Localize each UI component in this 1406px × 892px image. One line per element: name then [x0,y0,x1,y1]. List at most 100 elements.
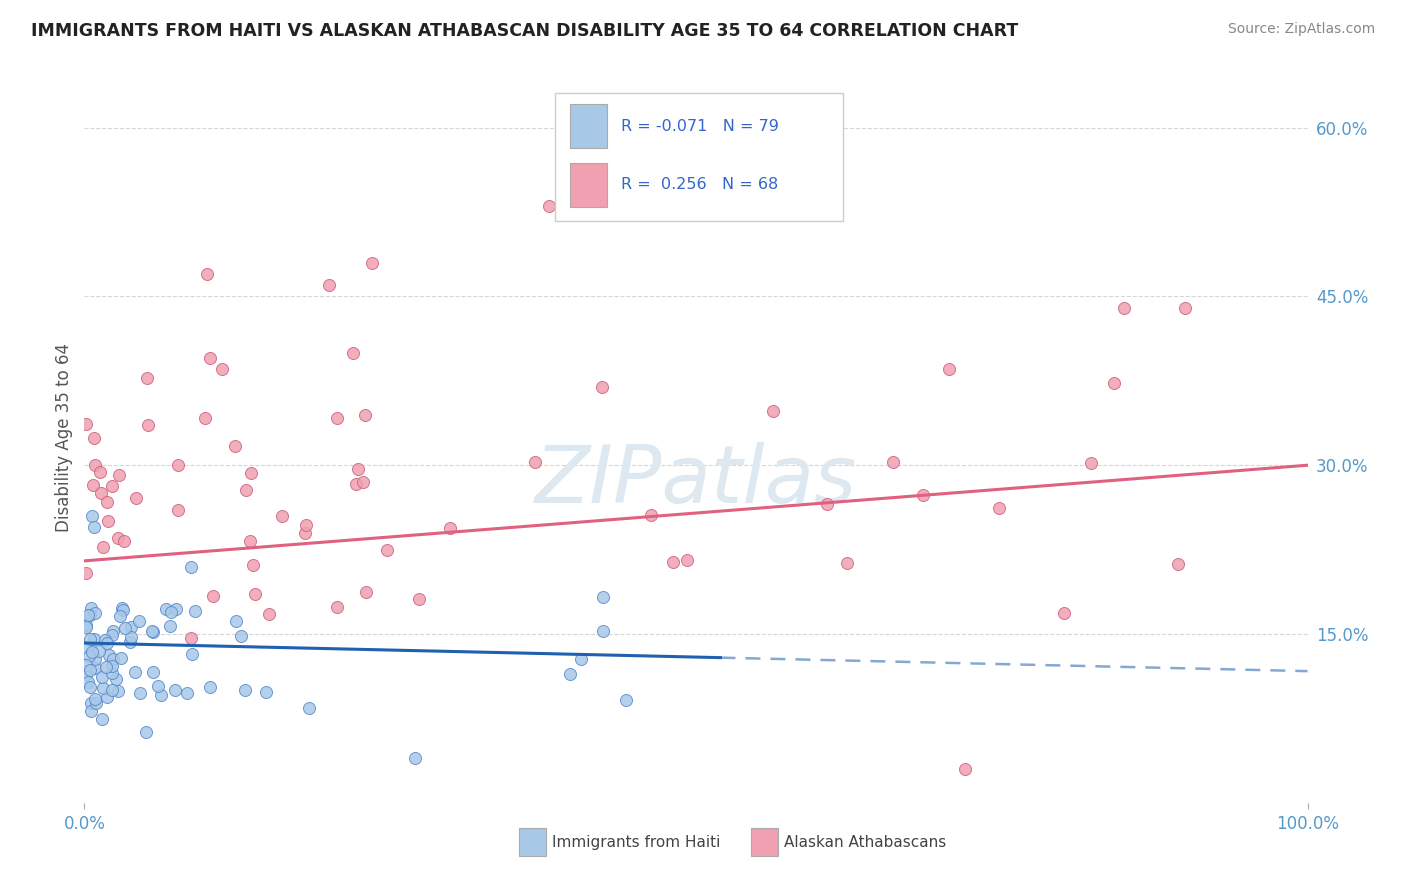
Point [176,686,198,700]
Point [118,634,141,648]
Text: R = -0.071   N = 79: R = -0.071 N = 79 [621,119,779,134]
Point [96,690,118,705]
Point [75,667,97,681]
Point [295,518,318,533]
Point [342,346,364,360]
Point [103,624,125,638]
Point [79,680,101,694]
Point [953,762,976,776]
Point [614,693,637,707]
Point [235,483,257,498]
Text: IMMIGRANTS FROM HAITI VS ALASKAN ATHABASCAN DISABILITY AGE 35 TO 64 CORRELATION : IMMIGRANTS FROM HAITI VS ALASKAN ATHABAS… [31,22,1018,40]
Point [83,432,105,446]
Point [1114,301,1136,315]
Point [439,521,461,535]
Point [128,614,150,628]
Point [76,675,98,690]
Point [96,636,118,650]
Point [75,640,97,654]
Point [180,560,202,574]
Point [107,467,129,482]
Point [94,632,117,647]
Point [882,455,904,469]
Point [225,614,247,628]
Point [569,652,592,666]
Point [101,651,124,665]
Point [229,629,252,643]
Point [318,278,340,293]
Point [142,665,165,679]
Bar [569,162,606,207]
Point [591,380,613,394]
Point [198,351,221,366]
Point [112,534,135,549]
Point [77,648,100,663]
Point [270,508,292,523]
Point [202,589,225,603]
Point [180,647,202,661]
Point [987,500,1010,515]
Point [377,543,399,558]
Point [83,652,105,666]
Point [107,683,129,698]
Point [938,361,960,376]
Point [111,602,134,616]
FancyBboxPatch shape [555,94,842,221]
Point [676,553,699,567]
Point [404,751,426,765]
Point [108,608,131,623]
Text: ZIPatlas: ZIPatlas [534,442,858,520]
Point [762,404,785,418]
Point [835,556,858,570]
Point [91,712,114,726]
Point [523,455,546,469]
Point [347,461,370,475]
Point [1053,607,1076,621]
Point [815,497,838,511]
Point [79,601,101,615]
Point [90,486,112,500]
Point [83,520,105,534]
Point [166,458,188,472]
Text: Alaskan Athabascans: Alaskan Athabascans [785,835,946,850]
Point [325,599,347,614]
Point [79,632,101,646]
Point [120,620,142,634]
Text: Immigrants from Haiti: Immigrants from Haiti [551,835,720,850]
Point [135,724,157,739]
Point [82,477,104,491]
Point [125,491,148,505]
Point [75,417,97,431]
Point [326,411,349,425]
Point [1102,376,1125,391]
Point [194,410,217,425]
Point [239,534,262,549]
Point [80,704,103,718]
Bar [569,104,606,148]
Point [352,475,374,489]
Point [159,618,181,632]
Point [96,660,118,674]
Point [211,362,233,376]
Point [180,632,202,646]
Point [592,624,614,639]
Point [84,661,107,675]
Point [84,696,107,710]
Point [294,525,316,540]
Point [198,680,221,694]
Point [79,607,101,622]
Point [354,584,377,599]
Point [254,684,277,698]
Point [97,648,120,662]
Point [75,620,97,634]
Point [155,602,177,616]
Point [83,632,105,647]
Point [124,665,146,679]
Point [87,643,110,657]
Point [91,681,114,695]
Point [146,679,169,693]
Point [91,540,114,554]
Point [129,686,152,700]
Point [101,659,124,673]
Point [79,696,101,710]
